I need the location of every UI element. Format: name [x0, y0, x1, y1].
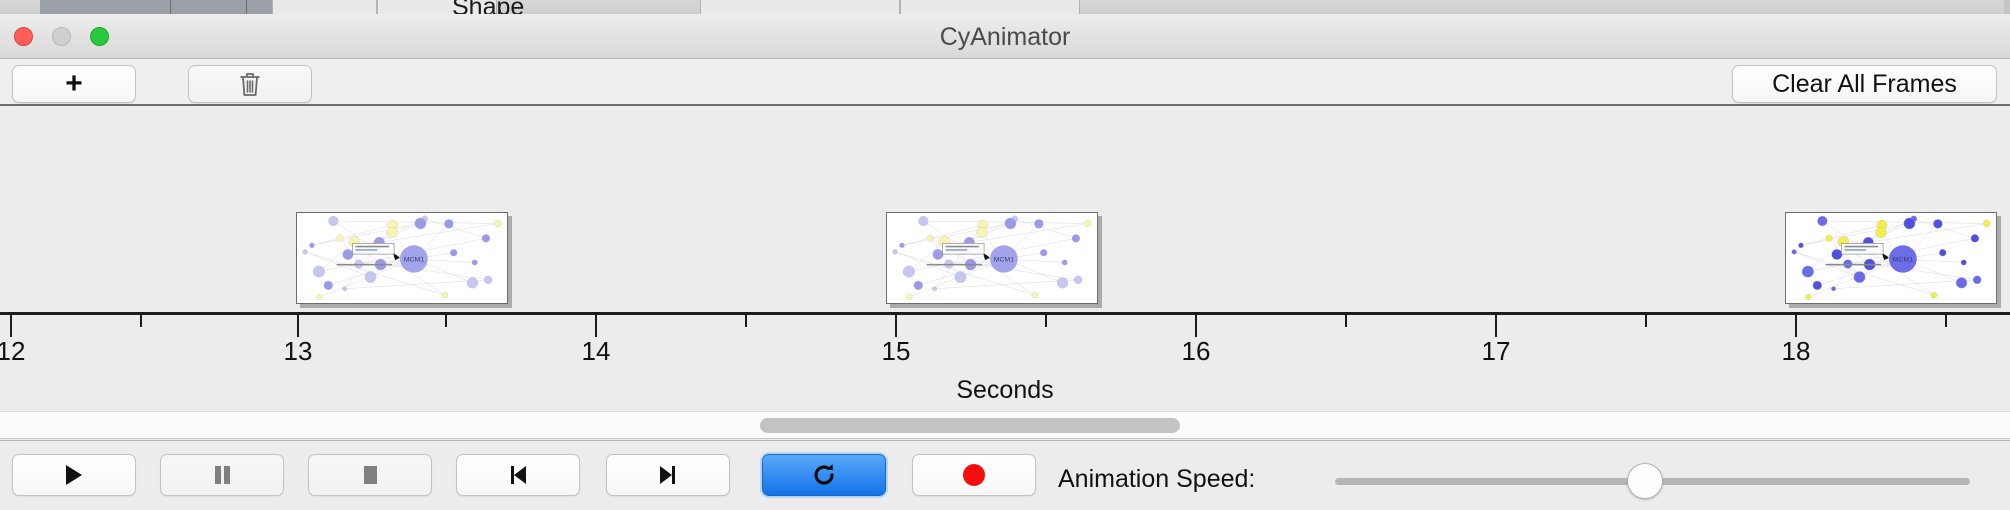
background-divider — [170, 0, 171, 14]
play-button[interactable] — [12, 454, 136, 496]
skip-previous-button[interactable] — [456, 454, 580, 496]
background-window-text: Shape — [452, 0, 525, 14]
axis-caption: Seconds — [956, 376, 1054, 404]
title-bar: CyAnimator — [0, 14, 2010, 59]
timeline-frame[interactable]: MCM1 — [886, 212, 1098, 304]
pause-icon — [215, 466, 230, 484]
toolbar: + Clear All Frames — [0, 59, 2010, 106]
axis-tick-minor — [1945, 315, 1947, 327]
axis-tick-minor — [1345, 315, 1347, 327]
animation-speed-label: Animation Speed: — [1058, 465, 1256, 493]
timeline-scrollbar[interactable] — [0, 411, 2010, 439]
axis-tick-minor — [445, 315, 447, 327]
axis-tick-major — [1495, 315, 1497, 337]
timeline-axis — [0, 312, 2010, 315]
axis-tick-minor — [1645, 315, 1647, 327]
svg-text:MCM1: MCM1 — [1893, 257, 1914, 264]
axis-tick-label: 14 — [581, 336, 611, 366]
close-icon[interactable] — [14, 27, 33, 46]
timeline-frame[interactable]: MCM1 — [296, 212, 508, 304]
frame-thumbnail-network: MCM1 — [297, 213, 507, 303]
minimize-icon[interactable] — [52, 27, 71, 46]
frame-thumbnail-network: MCM1 — [1786, 213, 1996, 303]
timeline-frame[interactable]: MCM1 — [1785, 212, 1997, 304]
clear-all-frames-label: Clear All Frames — [1772, 69, 1957, 98]
trash-icon — [240, 73, 260, 96]
timeline-panel[interactable]: MCM1 MCM1 MCM1 Seconds 12 13 14 15 16 17 18 — [0, 108, 2010, 411]
background-chip — [700, 0, 900, 14]
background-window-strip: Shape — [0, 0, 2010, 14]
axis-tick-major — [10, 315, 12, 337]
skip-next-icon — [660, 466, 675, 484]
frame-thumbnail-network: MCM1 — [887, 213, 1097, 303]
axis-tick-major — [895, 315, 897, 337]
axis-tick-minor — [745, 315, 747, 327]
frames-track[interactable]: MCM1 MCM1 MCM1 — [0, 108, 2010, 312]
record-icon — [963, 464, 985, 486]
window-title: CyAnimator — [939, 23, 1071, 51]
timeline-scrollbar-thumb[interactable] — [760, 418, 1180, 433]
axis-tick-major — [1795, 315, 1797, 337]
background-chip — [900, 0, 1080, 14]
axis-tick-label: 17 — [1481, 336, 1511, 366]
svg-text:MCM1: MCM1 — [404, 257, 425, 264]
axis-tick-major — [297, 315, 299, 337]
background-scrollbar[interactable] — [2004, 0, 2010, 14]
background-window-titlebar — [40, 0, 272, 14]
skip-next-button[interactable] — [606, 454, 730, 496]
clear-all-frames-button[interactable]: Clear All Frames — [1732, 65, 1997, 103]
background-chip — [377, 0, 497, 14]
loop-button[interactable] — [762, 454, 886, 496]
loop-icon — [814, 464, 834, 485]
pause-button[interactable] — [160, 454, 284, 496]
background-chip — [272, 0, 377, 14]
maximize-icon[interactable] — [90, 27, 109, 46]
axis-tick-label: 12 — [0, 336, 26, 366]
axis-tick-label: 18 — [1781, 336, 1811, 366]
record-button[interactable] — [912, 454, 1036, 496]
axis-tick-major — [595, 315, 597, 337]
animation-speed-slider-thumb[interactable] — [1627, 463, 1663, 499]
background-divider — [246, 0, 247, 14]
delete-frame-button[interactable] — [188, 65, 312, 103]
plus-icon: + — [65, 67, 83, 100]
stop-icon — [364, 466, 377, 484]
axis-tick-major — [1195, 315, 1197, 337]
playback-bar: Animation Speed: — [0, 440, 2010, 510]
svg-text:MCM1: MCM1 — [994, 257, 1015, 264]
stop-button[interactable] — [308, 454, 432, 496]
axis-tick-label: 16 — [1181, 336, 1211, 366]
axis-tick-label: 15 — [881, 336, 911, 366]
axis-tick-minor — [1045, 315, 1047, 327]
axis-tick-label: 13 — [283, 336, 313, 366]
axis-tick-minor — [140, 315, 142, 327]
skip-previous-icon — [511, 466, 526, 484]
add-frame-button[interactable]: + — [12, 65, 136, 103]
play-icon — [66, 465, 82, 485]
